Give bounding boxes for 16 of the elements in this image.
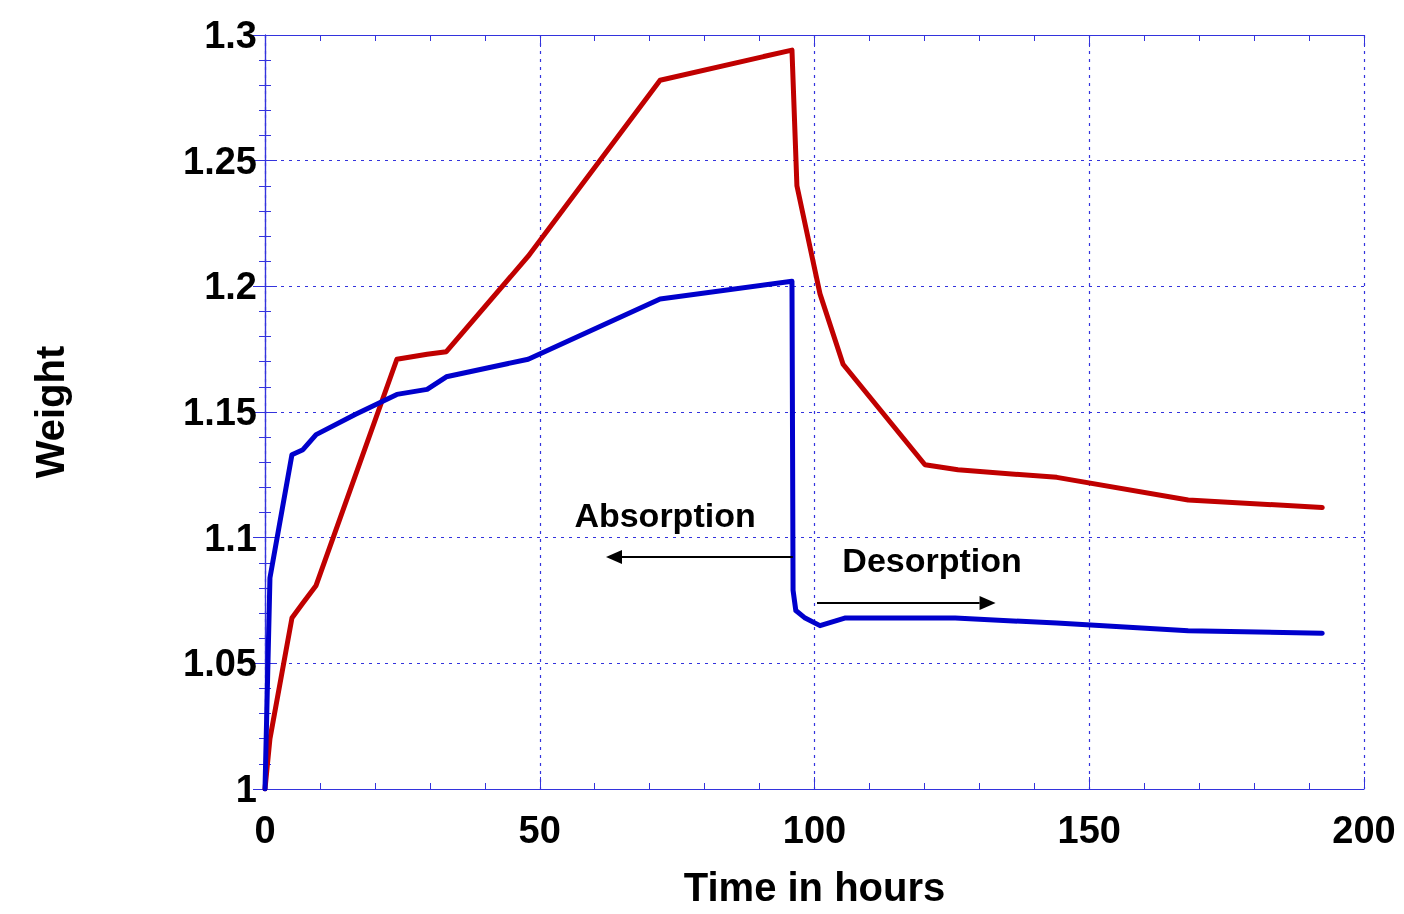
- x-tick-label: 0: [254, 809, 276, 851]
- y-tick-label: 1.3: [204, 14, 257, 56]
- x-tick-label: 100: [782, 809, 847, 851]
- y-tick-label: 1.25: [183, 139, 257, 182]
- y-tick-label: 1.2: [204, 265, 257, 308]
- annotation: Desorption: [842, 540, 1022, 580]
- y-axis-title: Weight: [28, 345, 72, 479]
- x-tick-label: 200: [1332, 809, 1396, 851]
- x-axis-title: Time in hours: [683, 865, 946, 909]
- x-tick-label: 50: [518, 809, 561, 851]
- x-tick-label: 150: [1057, 809, 1121, 851]
- y-tick-label: 1.1: [204, 516, 257, 559]
- annotation: Absorption: [574, 495, 756, 535]
- y-tick-label: 1.05: [183, 642, 257, 685]
- y-tick-label: 1.15: [183, 391, 257, 433]
- y-tick-label: 1: [235, 768, 257, 810]
